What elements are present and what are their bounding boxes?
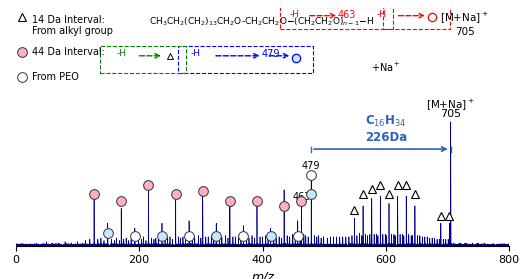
- Text: [M+Na]$^+$
705: [M+Na]$^+$ 705: [440, 10, 489, 37]
- Text: 479: 479: [261, 49, 280, 59]
- Text: C$_{16}$H$_{34}$
226Da: C$_{16}$H$_{34}$ 226Da: [365, 114, 407, 144]
- Text: 14 Da Interval:
From alkyl group: 14 Da Interval: From alkyl group: [32, 15, 112, 36]
- Text: +Na$^+$: +Na$^+$: [371, 61, 401, 74]
- Text: -H: -H: [290, 10, 300, 19]
- Text: -H: -H: [117, 49, 127, 58]
- Text: 44 Da Interval:: 44 Da Interval:: [32, 47, 104, 57]
- Text: -H: -H: [377, 10, 387, 19]
- Text: -H: -H: [191, 49, 201, 58]
- Text: CH$_3$CH$_2$(CH$_2$)$_{13}$CH$_2$O-CH$_2$CH$_2$O$\mathbf{-}$(CH$_2$CH$_2$O)$_{n-: CH$_3$CH$_2$(CH$_2$)$_{13}$CH$_2$O-CH$_2…: [149, 16, 374, 28]
- Text: 463: 463: [292, 192, 311, 202]
- Text: 705: 705: [440, 109, 461, 119]
- Text: 463: 463: [338, 10, 356, 20]
- Text: [M+Na]$^+$: [M+Na]$^+$: [426, 97, 475, 112]
- X-axis label: m/z: m/z: [251, 271, 274, 279]
- Text: 479: 479: [302, 161, 320, 171]
- Text: From PEO: From PEO: [32, 72, 78, 82]
